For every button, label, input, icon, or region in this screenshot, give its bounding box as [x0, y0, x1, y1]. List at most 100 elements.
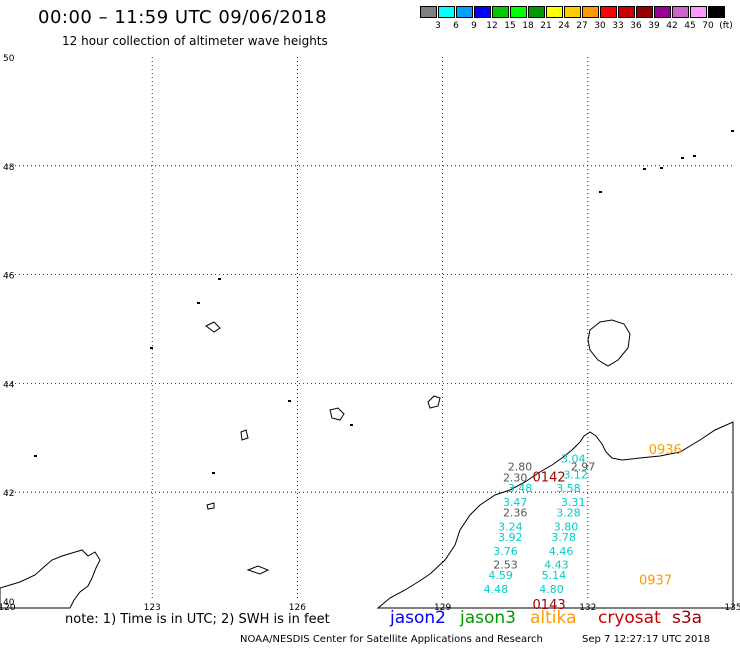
lon-tick-label: 135 [724, 603, 740, 613]
lon-tick-label: 123 [144, 603, 161, 613]
coastline [0, 549, 101, 609]
colorbar-swatch [510, 6, 527, 18]
pass-time-label: 0143 [533, 598, 566, 613]
colorbar-swatch [636, 6, 653, 18]
lat-tick-label: 40 [3, 598, 15, 608]
colorbar-label: 3 [435, 21, 441, 31]
wave-height-value: 2.36 [503, 507, 528, 520]
lon-tick-label: 129 [434, 603, 451, 613]
colorbar-label: 36 [630, 21, 642, 31]
island-dot [218, 278, 221, 280]
island-dot [34, 455, 37, 457]
lon-tick-label: 126 [289, 603, 306, 613]
colorbar-swatch [492, 6, 509, 18]
colorbar-label: 21 [540, 21, 552, 31]
island-dot [681, 157, 684, 159]
colorbar-label: 9 [471, 21, 477, 31]
page-subtitle: 12 hour collection of altimeter wave hei… [62, 34, 328, 48]
legend-s3a: s3a [672, 608, 703, 628]
colorbar-swatch [708, 6, 725, 18]
colorbar-label: 39 [648, 21, 660, 31]
colorbar-label: 33 [612, 21, 624, 31]
island-dot [150, 347, 153, 349]
wave-height-value: 3.24 [498, 520, 523, 533]
page-title: 00:00 – 11:59 UTC 09/06/2018 [38, 7, 328, 28]
lon-tick-label: 132 [579, 603, 596, 613]
colorbar-label: 27 [576, 21, 588, 31]
colorbar-swatch [690, 6, 707, 18]
colorbar-label: (ft) [719, 21, 733, 31]
colorbar-label: 45 [684, 21, 696, 31]
island-dot [288, 400, 291, 402]
wave-height-value: 3.92 [498, 531, 523, 544]
coastline [376, 421, 734, 609]
wave-height-value: 3.28 [556, 507, 581, 520]
island [240, 429, 249, 441]
island-dot [731, 130, 734, 132]
colorbar-swatch [474, 6, 491, 18]
pass-time-label: 0937 [639, 574, 672, 589]
wave-height-value: 3.31 [561, 496, 586, 509]
colorbar-swatch [654, 6, 671, 18]
wave-height-value: 4.59 [488, 569, 513, 582]
legend-jason2: jason2 [390, 608, 446, 628]
wave-height-value: 3.47 [503, 496, 528, 509]
wave-height-value: 2.97 [571, 460, 596, 473]
island [587, 319, 631, 367]
wave-height-value: 3.48 [508, 482, 533, 495]
wave-height-value: 3.76 [493, 545, 518, 558]
wave-height-value: 4.46 [549, 545, 574, 558]
colorbar-swatch [420, 6, 437, 18]
wave-height-value: 4.43 [544, 558, 569, 571]
legend-cryosat: cryosat [598, 608, 661, 628]
generated-timestamp: Sep 7 12:27:17 UTC 2018 [582, 634, 711, 645]
pass-time-label: 0142 [533, 470, 566, 485]
pass-time-label: 0936 [649, 443, 682, 458]
island [427, 395, 441, 409]
island [329, 407, 345, 421]
footer-note: note: 1) Time is in UTC; 2) SWH is in fe… [65, 612, 330, 627]
colorbar-label: 18 [522, 21, 534, 31]
island-dot [660, 167, 663, 169]
wave-height-value: 3.80 [554, 520, 579, 533]
wave-height-value: 4.80 [539, 583, 564, 596]
wave-height-value: 2.53 [493, 558, 518, 571]
wave-height-value: 4.48 [484, 583, 509, 596]
island [206, 502, 215, 510]
colorbar-swatch [672, 6, 689, 18]
colorbar-swatch [438, 6, 455, 18]
colorbar-label: 70 [702, 21, 714, 31]
lat-tick-label: 42 [3, 489, 14, 499]
wave-height-value: 3.58 [556, 482, 581, 495]
island-dot [212, 472, 215, 474]
colorbar-swatch [564, 6, 581, 18]
colorbar-label: 42 [666, 21, 678, 31]
legend-jason3: jason3 [460, 608, 516, 628]
colorbar-swatch [582, 6, 599, 18]
island [205, 321, 221, 333]
lat-tick-label: 46 [3, 272, 15, 282]
colorbar-swatch [528, 6, 545, 18]
colorbar-label: 15 [504, 21, 516, 31]
wave-height-value: 3.78 [551, 531, 576, 544]
island-dot [599, 191, 602, 193]
island-dot [197, 302, 200, 304]
colorbar-swatch [456, 6, 473, 18]
legend-altika: altika [530, 608, 577, 628]
lat-tick-label: 48 [3, 163, 15, 173]
colorbar-label: 24 [558, 21, 570, 31]
colorbar-swatch [600, 6, 617, 18]
wave-height-value: 3.12 [563, 469, 588, 482]
wave-height-value: 3.04 [561, 452, 586, 465]
credit-line: NOAA/NESDIS Center for Satellite Applica… [240, 634, 543, 645]
wave-height-value: 5.14 [542, 569, 567, 582]
lon-tick-label: 120 [0, 603, 16, 613]
wave-height-value: 2.80 [508, 460, 533, 473]
colorbar-label: 12 [486, 21, 498, 31]
colorbar-swatch [546, 6, 563, 18]
colorbar-swatch [618, 6, 635, 18]
lat-tick-label: 50 [3, 54, 15, 64]
island [246, 565, 270, 575]
island-dot [350, 424, 353, 426]
